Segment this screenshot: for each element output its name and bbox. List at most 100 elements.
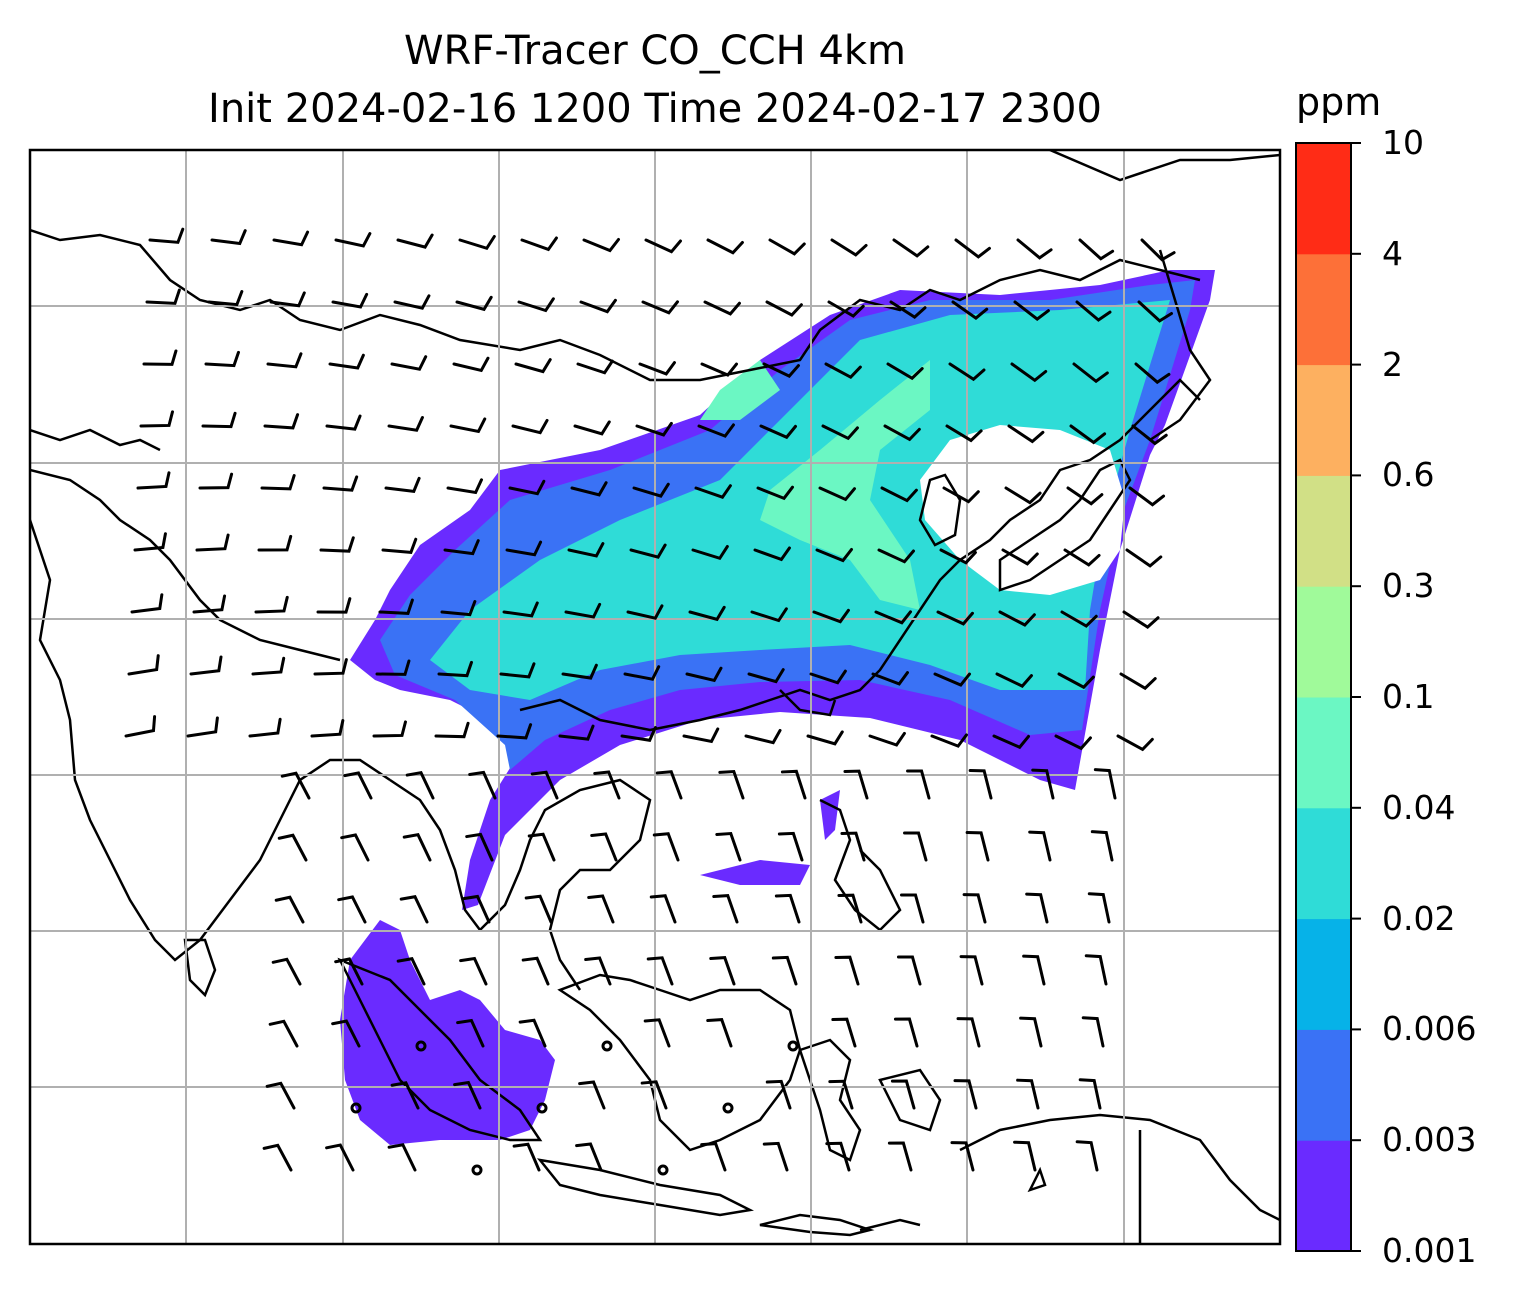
wind-barb	[688, 605, 726, 622]
wind-barb	[965, 831, 990, 862]
calm-wind-marker	[350, 1102, 362, 1114]
wind-barb	[883, 424, 921, 442]
map-border	[28, 148, 1282, 1246]
wind-barb	[446, 478, 484, 495]
wind-barb	[468, 770, 497, 800]
wind-barb	[334, 232, 372, 248]
wind-barb	[322, 475, 359, 492]
wind-barb	[1031, 768, 1055, 800]
wind-barb	[257, 534, 293, 552]
wind-barb	[319, 536, 355, 553]
wind-barb	[868, 731, 906, 747]
title-line-1: WRF-Tracer CO_CCH 4km	[403, 28, 907, 74]
wind-barb	[992, 734, 1030, 750]
wind-barb	[272, 230, 310, 247]
wind-barb	[1075, 1140, 1099, 1172]
wind-barb	[375, 659, 411, 676]
wind-barb	[635, 421, 673, 437]
wind-barb	[449, 417, 487, 434]
wind-barb	[262, 1143, 293, 1172]
colorbar-segment	[1296, 697, 1351, 809]
wind-barb	[578, 1080, 606, 1110]
wind-barb	[402, 833, 432, 862]
wind-barb	[582, 237, 620, 253]
wind-barb	[452, 356, 490, 373]
calm-wind-marker	[601, 1040, 613, 1052]
wind-barb	[518, 1018, 547, 1048]
wind-barb	[204, 350, 240, 368]
colorbar-tick-label: 0.001	[1382, 1231, 1477, 1270]
wind-barb	[453, 1080, 482, 1110]
wind-barb	[514, 358, 552, 374]
colorbar-tick-label: 0.04	[1382, 787, 1456, 827]
map-layer	[30, 150, 1280, 1244]
wind-barb	[780, 769, 807, 800]
wind-barb	[340, 833, 370, 862]
colorbar-segment	[1296, 918, 1351, 1030]
wind-barb	[768, 238, 806, 256]
wind-barb	[896, 955, 922, 986]
wind-barb	[700, 1142, 727, 1172]
wind-barb	[343, 771, 373, 800]
wind-barb	[1122, 610, 1160, 629]
wind-barb	[399, 895, 429, 924]
wind-barb	[254, 595, 289, 614]
wind-barb	[903, 831, 928, 862]
wind-barb	[527, 832, 556, 862]
wind-barb	[953, 1079, 978, 1110]
wind-barb	[936, 610, 974, 626]
wind-barb	[145, 288, 181, 305]
wind-barb	[821, 424, 859, 441]
colorbar-tick-label: 2	[1382, 344, 1403, 384]
wind-barb	[207, 290, 244, 307]
coastlines	[30, 150, 1280, 1244]
wind-barb	[192, 594, 227, 614]
colorbar-segment	[1296, 586, 1351, 698]
wind-barb	[1078, 1078, 1102, 1110]
wind-barb	[499, 662, 536, 679]
wind-barb	[774, 893, 801, 924]
wind-barb	[405, 771, 435, 800]
plume-level-4	[760, 360, 930, 610]
wind-barb	[1016, 1078, 1040, 1110]
wind-barb	[942, 486, 980, 504]
colorbar-segment	[1296, 253, 1351, 366]
wind-barb	[643, 1018, 671, 1048]
wind-barb	[747, 668, 785, 684]
wind-barb	[824, 362, 862, 380]
wind-barb	[1013, 300, 1050, 321]
wind-barb	[1063, 548, 1101, 567]
colorbar-segment	[1296, 364, 1351, 476]
wind-barb	[1028, 830, 1052, 862]
wind-barb	[274, 895, 305, 924]
colorbar-tick-label: 0.3	[1382, 566, 1435, 606]
wind-barb	[685, 666, 723, 683]
wind-barb	[459, 956, 488, 986]
wind-barb	[127, 654, 160, 676]
calm-wind-marker	[471, 1164, 483, 1176]
wind-barb	[210, 229, 247, 246]
wind-barb	[1140, 238, 1176, 262]
wind-barb	[511, 418, 549, 435]
colorbar-tick-label: 0.02	[1382, 898, 1456, 938]
colorbar-segment	[1296, 1140, 1351, 1252]
wind-barb	[251, 656, 286, 676]
wind-barb	[959, 955, 984, 986]
wind-barb	[331, 292, 369, 309]
wind-barb	[834, 955, 860, 986]
calm-wind-marker	[415, 1040, 427, 1052]
wind-barb	[831, 1017, 857, 1048]
colorbar-tick-label: 0.003	[1382, 1120, 1477, 1160]
plume-south-patch-2	[820, 790, 840, 840]
wind-barb	[130, 593, 164, 614]
wind-barb	[694, 484, 732, 499]
wind-barb	[508, 479, 546, 496]
wind-barb	[771, 955, 798, 986]
wind-barb	[567, 542, 605, 558]
wind-barb	[697, 423, 735, 438]
wind-barb	[706, 238, 744, 255]
wind-barb	[1081, 1016, 1105, 1048]
wind-barb	[715, 831, 742, 862]
wind-barb	[1128, 486, 1166, 507]
